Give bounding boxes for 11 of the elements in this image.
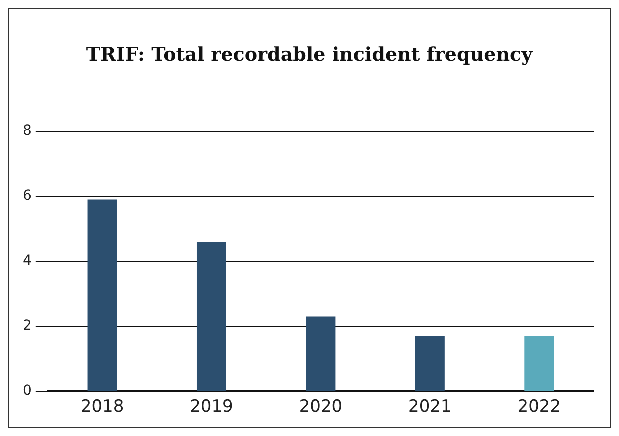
x-tick-label: 2020 [299,397,343,418]
y-tick-label: 6 [22,188,32,204]
y-tick-label: 0 [22,383,32,400]
y-tick-label: 2 [22,318,32,334]
y-tick-label: 4 [22,253,32,270]
x-tick-label: 2021 [408,397,452,418]
x-tick-label: 2018 [80,397,124,418]
y-tick-label: 8 [22,123,32,140]
x-tick-label: 2022 [518,397,562,418]
x-tick-label: 2019 [190,397,234,418]
chart-title: TRIF: Total recordable incident frequency [85,44,534,66]
